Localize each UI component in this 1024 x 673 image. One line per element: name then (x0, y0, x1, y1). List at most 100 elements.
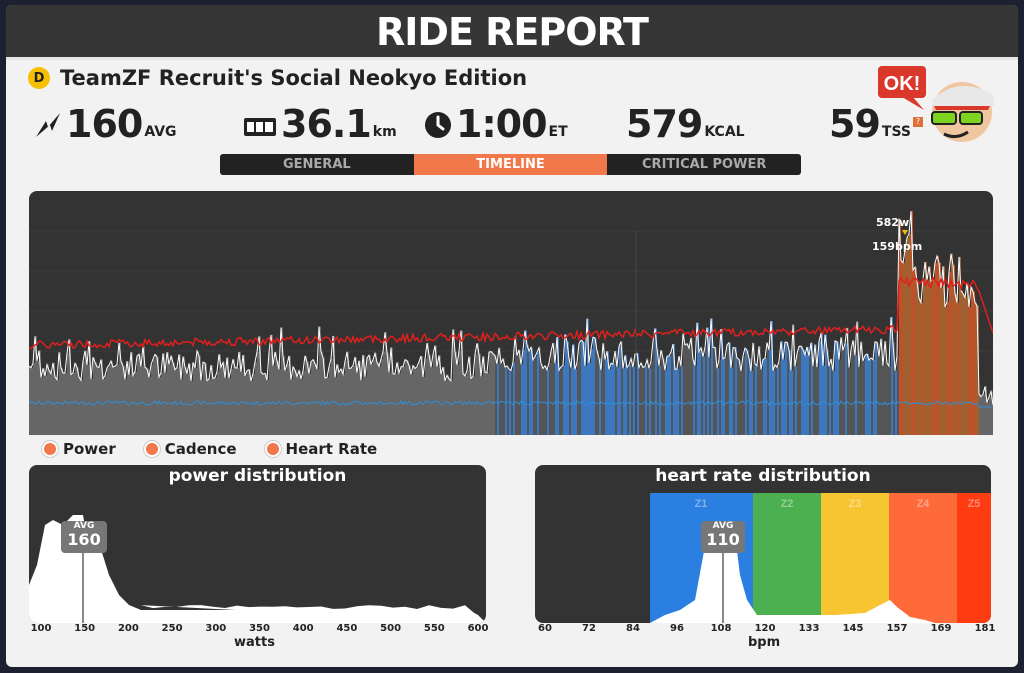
power-zone-bar (805, 354, 807, 435)
power-zone-bar (659, 365, 661, 435)
stat-tss: 59 TSS ? (829, 103, 923, 143)
power-zone-bar (163, 353, 165, 435)
tss-help-icon[interactable]: ? (912, 117, 923, 127)
power-zone-bar (965, 297, 967, 435)
power-zone-bar (371, 364, 373, 435)
power-zone-bar (963, 293, 965, 435)
power-zone-bar (523, 349, 525, 435)
tab-critical-power[interactable]: CRITICAL POWER (607, 154, 802, 175)
hr-tick-label: 96 (670, 623, 684, 634)
power-zone-bar (651, 361, 653, 435)
power-zone-bar (139, 354, 141, 435)
power-zone-bar (545, 365, 547, 435)
power-zone-bar (459, 351, 461, 435)
power-zone-bar (907, 237, 909, 435)
power-zone-bar (309, 373, 311, 435)
power-zone-bar (253, 373, 255, 435)
zone-z4 (889, 493, 957, 623)
power-zone-bar (751, 370, 753, 435)
power-zone-bar (723, 358, 725, 435)
power-zone-bar (63, 373, 65, 435)
power-zone-bar (767, 342, 769, 435)
power-zone-bar (363, 355, 365, 435)
power-zone-bar (331, 359, 333, 435)
power-zone-bar (927, 280, 929, 435)
power-zone-bar (513, 362, 515, 435)
power-zone-bar (569, 358, 571, 435)
power-zone-bar (455, 351, 457, 435)
power-zone-bar (427, 343, 429, 435)
power-zone-bar (755, 364, 757, 435)
power-zone-bar (613, 364, 615, 435)
power-zone-bar (209, 379, 211, 435)
legend-heart-rate[interactable]: Heart Rate (264, 440, 377, 458)
zone-z4-label: Z4 (917, 498, 931, 510)
legend-power[interactable]: Power (42, 440, 116, 458)
hr-tick-label: 169 (930, 623, 952, 634)
power-zone-bar (85, 350, 87, 435)
power-zone-bar (551, 351, 553, 435)
power-zone-bar (669, 355, 671, 435)
power-zone-bar (281, 327, 283, 435)
heart-rate-histogram (650, 535, 935, 623)
power-zone-bar (181, 379, 183, 435)
power-zone-bar (665, 370, 667, 435)
hr-tick-label: 108 (710, 623, 732, 634)
power-zone-bar (475, 354, 477, 435)
power-zone-bar (877, 342, 879, 435)
power-zone-bar (595, 338, 597, 435)
zone-z5-label: Z5 (968, 498, 981, 510)
power-zone-bar (79, 377, 81, 435)
power-zone-bar (173, 362, 175, 435)
power-zone-bar (115, 366, 117, 435)
power-zone-bar (431, 367, 433, 435)
power-zone-bar (39, 350, 41, 435)
tab-general[interactable]: GENERAL (220, 154, 414, 175)
power-zone-bar (401, 366, 403, 435)
power-zone-bar (383, 351, 385, 435)
power-zone-bar (631, 358, 633, 435)
hr-x-axis: 60 72 84 96 108 120 133 145 157 169 181 (535, 623, 995, 641)
power-zone-bar (301, 378, 303, 435)
power-unit: AVG (144, 124, 177, 140)
power-zone-bar (971, 287, 973, 435)
power-zone-bar (55, 376, 57, 435)
power-zone-bar (237, 368, 239, 435)
power-zone-bar (111, 361, 113, 435)
power-zone-bar (787, 342, 789, 435)
power-zone-bar (307, 362, 309, 435)
clock-icon (425, 112, 451, 138)
power-zone-bar (305, 355, 307, 435)
power-zone-bar (87, 364, 89, 435)
power-zone-bar (615, 351, 617, 435)
legend-cadence[interactable]: Cadence (143, 440, 237, 458)
power-zone-bar (647, 359, 649, 435)
zone-z5 (957, 493, 991, 623)
power-zone-bar (811, 342, 813, 435)
power-tick-label: 500 (380, 623, 402, 634)
power-zone-bar (171, 356, 173, 435)
power-zone-bar (359, 360, 361, 435)
power-zone-bar (695, 365, 697, 435)
power-zone-bar (339, 372, 341, 435)
power-zone-bar (953, 265, 955, 435)
power-zone-bar (217, 371, 219, 435)
power-zone-bar (759, 346, 761, 435)
tab-timeline[interactable]: TIMELINE (413, 154, 608, 175)
power-zone-bar (525, 330, 527, 435)
power-zone-bar (747, 350, 749, 435)
power-zone-bar (263, 374, 265, 435)
power-zone-bar (241, 371, 243, 435)
timeline-svg (29, 211, 993, 435)
hr-tick-label: 157 (886, 623, 908, 634)
power-zone-bar (479, 353, 481, 435)
power-zone-bar (121, 361, 123, 435)
stat-time: 1:00 ET (424, 103, 568, 143)
power-zone-bar (891, 317, 893, 435)
power-zone-bar (869, 360, 871, 435)
power-zone-bar (137, 356, 139, 435)
route-name: TeamZF Recruit's Social Neokyo Edition (60, 66, 528, 90)
power-value: 160 (66, 102, 143, 146)
power-zone-bar (709, 357, 711, 435)
power-zone-bar (865, 355, 867, 435)
